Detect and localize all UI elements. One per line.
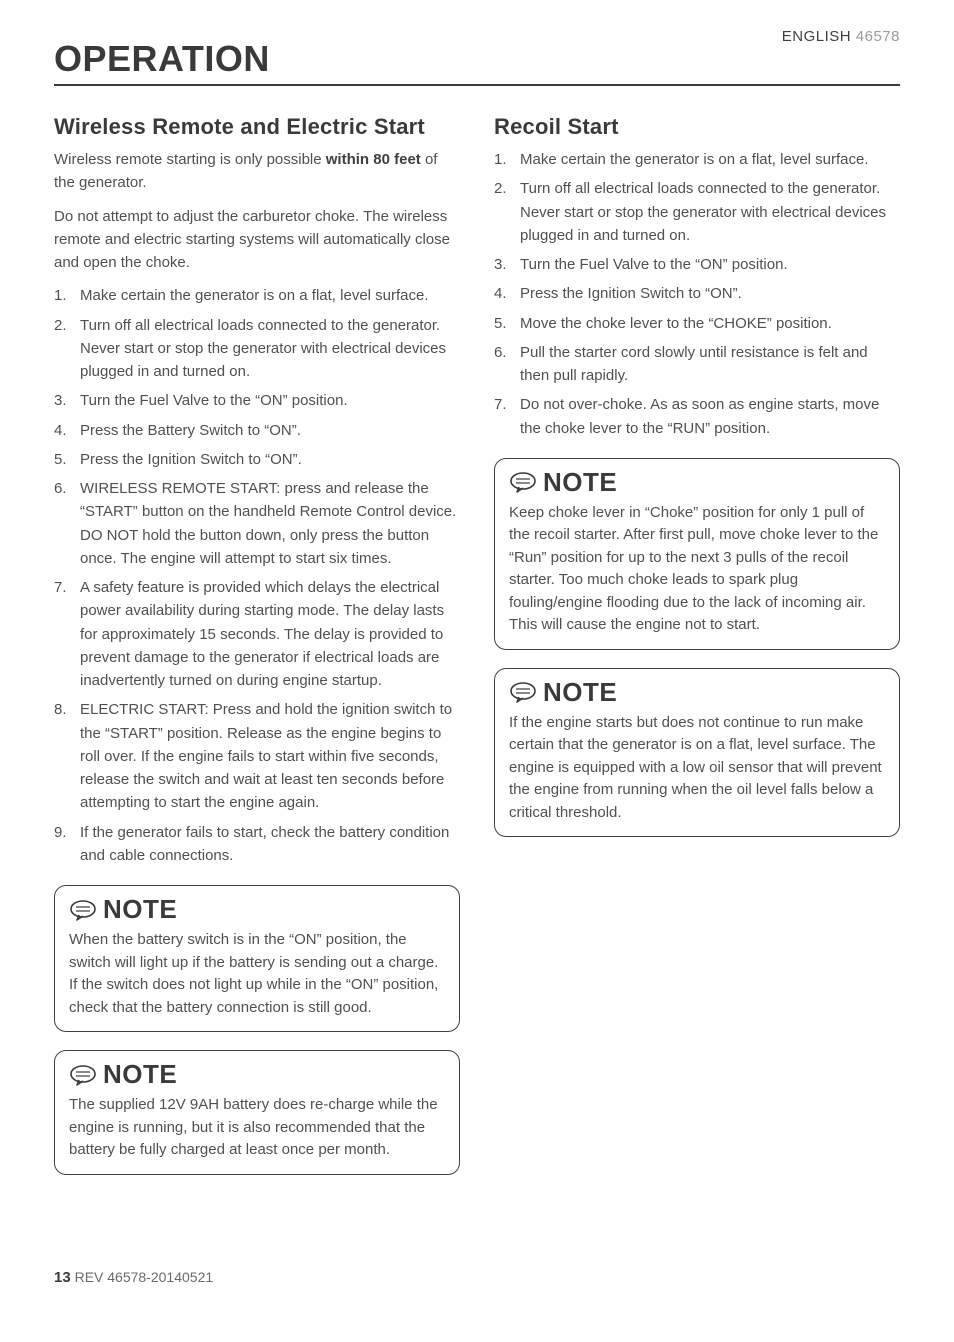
list-item: ELECTRIC START: Press and hold the ignit… xyxy=(54,698,460,814)
list-item: Press the Battery Switch to “ON”. xyxy=(54,419,460,442)
note-box: NOTE If the engine starts but does not c… xyxy=(494,668,900,838)
list-item: Turn off all electrical loads connected … xyxy=(494,177,900,247)
list-item: Press the Ignition Switch to “ON”. xyxy=(494,282,900,305)
note-label: NOTE xyxy=(103,894,177,925)
note-header: NOTE xyxy=(69,1059,445,1090)
revision-code: REV 46578-20140521 xyxy=(75,1269,214,1285)
list-item: Press the Ignition Switch to “ON”. xyxy=(54,448,460,471)
section-heading-recoil: Recoil Start xyxy=(494,114,900,140)
list-item: Make certain the generator is on a flat,… xyxy=(54,284,460,307)
model-number: 46578 xyxy=(856,28,900,45)
steps-list-right: Make certain the generator is on a flat,… xyxy=(494,148,900,440)
speech-bubble-icon xyxy=(69,899,97,921)
list-item: WIRELESS REMOTE START: press and release… xyxy=(54,477,460,570)
page-footer: 13 REV 46578-20140521 xyxy=(54,1269,213,1286)
content-columns: Wireless Remote and Electric Start Wirel… xyxy=(54,114,900,1175)
page-title: OPERATION xyxy=(54,38,900,86)
note-header: NOTE xyxy=(509,677,885,708)
note-label: NOTE xyxy=(543,677,617,708)
page-number: 13 xyxy=(54,1269,71,1286)
note-body: When the battery switch is in the “ON” p… xyxy=(69,929,445,1019)
intro-paragraph-2: Do not attempt to adjust the carburetor … xyxy=(54,205,460,275)
list-item: Move the choke lever to the “CHOKE” posi… xyxy=(494,312,900,335)
note-header: NOTE xyxy=(69,894,445,925)
note-box: NOTE Keep choke lever in “Choke” positio… xyxy=(494,458,900,650)
note-body: If the engine starts but does not contin… xyxy=(509,712,885,825)
left-column: Wireless Remote and Electric Start Wirel… xyxy=(54,114,460,1175)
list-item: Pull the starter cord slowly until resis… xyxy=(494,341,900,388)
note-box: NOTE When the battery switch is in the “… xyxy=(54,885,460,1032)
note-header: NOTE xyxy=(509,467,885,498)
note-body: Keep choke lever in “Choke” position for… xyxy=(509,502,885,637)
right-column: Recoil Start Make certain the generator … xyxy=(494,114,900,1175)
speech-bubble-icon xyxy=(509,681,537,703)
intro1-pre: Wireless remote starting is only possibl… xyxy=(54,151,326,168)
list-item: A safety feature is provided which delay… xyxy=(54,576,460,692)
note-label: NOTE xyxy=(103,1059,177,1090)
language-model-tag: ENGLISH 46578 xyxy=(782,28,900,45)
list-item: If the generator fails to start, check t… xyxy=(54,821,460,868)
list-item: Do not over-choke. As as soon as engine … xyxy=(494,393,900,440)
speech-bubble-icon xyxy=(509,471,537,493)
list-item: Turn the Fuel Valve to the “ON” position… xyxy=(54,389,460,412)
language-label: ENGLISH xyxy=(782,28,851,45)
intro1-bold: within 80 feet xyxy=(326,151,421,168)
list-item: Make certain the generator is on a flat,… xyxy=(494,148,900,171)
speech-bubble-icon xyxy=(69,1064,97,1086)
note-label: NOTE xyxy=(543,467,617,498)
steps-list-left: Make certain the generator is on a flat,… xyxy=(54,284,460,867)
list-item: Turn off all electrical loads connected … xyxy=(54,314,460,384)
list-item: Turn the Fuel Valve to the “ON” position… xyxy=(494,253,900,276)
note-box: NOTE The supplied 12V 9AH battery does r… xyxy=(54,1050,460,1175)
note-body: The supplied 12V 9AH battery does re-cha… xyxy=(69,1094,445,1162)
intro-paragraph-1: Wireless remote starting is only possibl… xyxy=(54,148,460,195)
section-heading-wireless: Wireless Remote and Electric Start xyxy=(54,114,460,140)
